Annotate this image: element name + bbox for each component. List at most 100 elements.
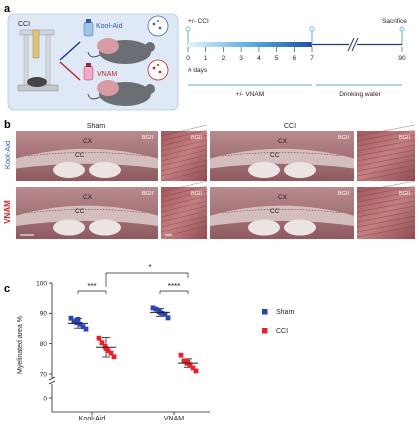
brain-section-image: CX CC BGII (16, 187, 158, 239)
cci-device-icon (17, 29, 59, 92)
cc-label: CC (75, 152, 85, 159)
y-tick-label: 80 (40, 341, 48, 348)
y-tick-label: 90 (40, 311, 48, 318)
legend-swatch (262, 328, 268, 334)
bgii-label: BGII (142, 191, 153, 197)
panel-a-letter: a (4, 3, 11, 15)
phase-water-label: Drinking water (339, 91, 381, 98)
bubble-icon-red (147, 59, 169, 81)
data-point (165, 315, 171, 321)
data-point (80, 324, 86, 330)
column-cci-label: CCI (284, 123, 296, 130)
data-point (178, 352, 184, 358)
bgii-label: BGII (399, 191, 410, 197)
timeline-tick-label: 0 (186, 55, 190, 62)
bgii-label: BGII (142, 135, 153, 141)
data-point (77, 321, 83, 327)
brain-section-image: CX CC BGII (16, 131, 158, 181)
data-point (103, 346, 109, 351)
panel-b-letter: b (4, 119, 11, 131)
bgii-label: BGII (191, 191, 202, 197)
data-point (150, 305, 156, 311)
significance-label: *** (87, 282, 96, 291)
cc-label: CC (270, 208, 280, 215)
bgii-label: BGII (338, 135, 349, 141)
histology-images: CX CC BGII BGII CX CC BGII BGII CX CC BGII BGII CX CC… (16, 124, 416, 239)
timeline-tick-label: 1 (204, 55, 208, 62)
legend-label: CCI (276, 328, 288, 335)
timeline-days-label: # days (188, 67, 208, 74)
axis-break-mark (48, 380, 56, 385)
data-point (153, 306, 159, 312)
data-point (108, 350, 114, 356)
cx-label: CX (278, 194, 288, 201)
cc-label: CC (270, 152, 280, 159)
y-tick-label: 70 (40, 371, 48, 378)
timeline-start-label: +/- CCI (188, 18, 209, 25)
bgii-label: BGII (399, 135, 410, 141)
timeline-tick-label: 2 (222, 55, 226, 62)
legend-label: Sham (276, 309, 294, 316)
significance-label: **** (168, 282, 180, 291)
panel-a-illustration: CCI Kool-Aid (7, 13, 179, 111)
data-point (74, 320, 80, 326)
x-tick-label: VNAM (164, 416, 184, 420)
axis-break-mark (48, 376, 56, 381)
legend-swatch (262, 309, 268, 315)
axis-break-icon (347, 37, 359, 52)
data-point (99, 340, 105, 346)
data-point (185, 359, 191, 365)
fiber-closeup-image: BGII (356, 180, 416, 239)
data-point (193, 368, 199, 374)
cx-label: CX (83, 194, 93, 201)
fiber-closeup-image: BGII (160, 124, 208, 182)
data-point (75, 317, 81, 322)
bubble-icon-blue (147, 15, 169, 37)
timeline-tick-label: 7 (310, 55, 314, 62)
vnam-bottle-icon (83, 63, 94, 81)
brain-section-image: CX CC BGII (210, 131, 354, 181)
timeline-tick-label: 4 (257, 55, 261, 62)
timeline-tick-label: 5 (275, 55, 279, 62)
data-point (162, 311, 168, 317)
panel-c-letter: c (4, 283, 10, 295)
mouse-icon-bottom (87, 80, 155, 106)
myelination-chart: Myelinated area % 70 80 90 100 0 Kool-Aid VNAM… (17, 263, 294, 423)
y-axis-label: Myelinated area % (17, 316, 24, 374)
koolaid-bottle-icon (83, 19, 94, 37)
fiber-closeup-image: BGII (160, 180, 208, 239)
drink-koolaid-label: Kool-Aid (96, 23, 123, 30)
brain-section-image: CX CC BGII (210, 187, 354, 239)
data-point (68, 315, 74, 321)
cci-device-label: CCI (18, 21, 30, 28)
cx-label: CX (278, 138, 288, 145)
bgii-label: BGII (338, 191, 349, 197)
bgii-label: BGII (191, 135, 202, 141)
row-vnam-label: VNAM (3, 200, 12, 224)
column-sham-label: Sham (87, 123, 105, 130)
mouse-icon-top (87, 38, 155, 64)
row-koolaid-label: Kool-Aid (3, 141, 12, 169)
significance-label: * (148, 263, 151, 272)
fiber-closeup-image: BGII (356, 124, 416, 182)
data-point (187, 362, 193, 368)
data-point (190, 365, 196, 371)
data-point (83, 326, 89, 332)
timeline-tick-label: 3 (239, 55, 243, 62)
y-tick-label: 100 (36, 280, 47, 287)
data-point (96, 335, 102, 341)
data-point (71, 319, 77, 324)
drink-vnam-label: VNAM (97, 71, 117, 78)
cc-label: CC (75, 208, 85, 215)
timeline-tick-label: 90 (398, 55, 406, 62)
cx-label: CX (83, 138, 93, 145)
timeline-end-label: Sacrifice (382, 18, 407, 25)
timeline-gradient-bar (188, 42, 312, 47)
x-tick-label: Kool-Aid (79, 416, 106, 420)
phase-vnam-label: +/- VNAM (236, 91, 264, 98)
data-point (111, 354, 117, 360)
panel-a-timeline: +/- CCI Sacrifice 0 1 2 3 4 5 6 7 90 # days +/- … (185, 18, 407, 98)
y-tick-label: 0 (43, 395, 47, 402)
